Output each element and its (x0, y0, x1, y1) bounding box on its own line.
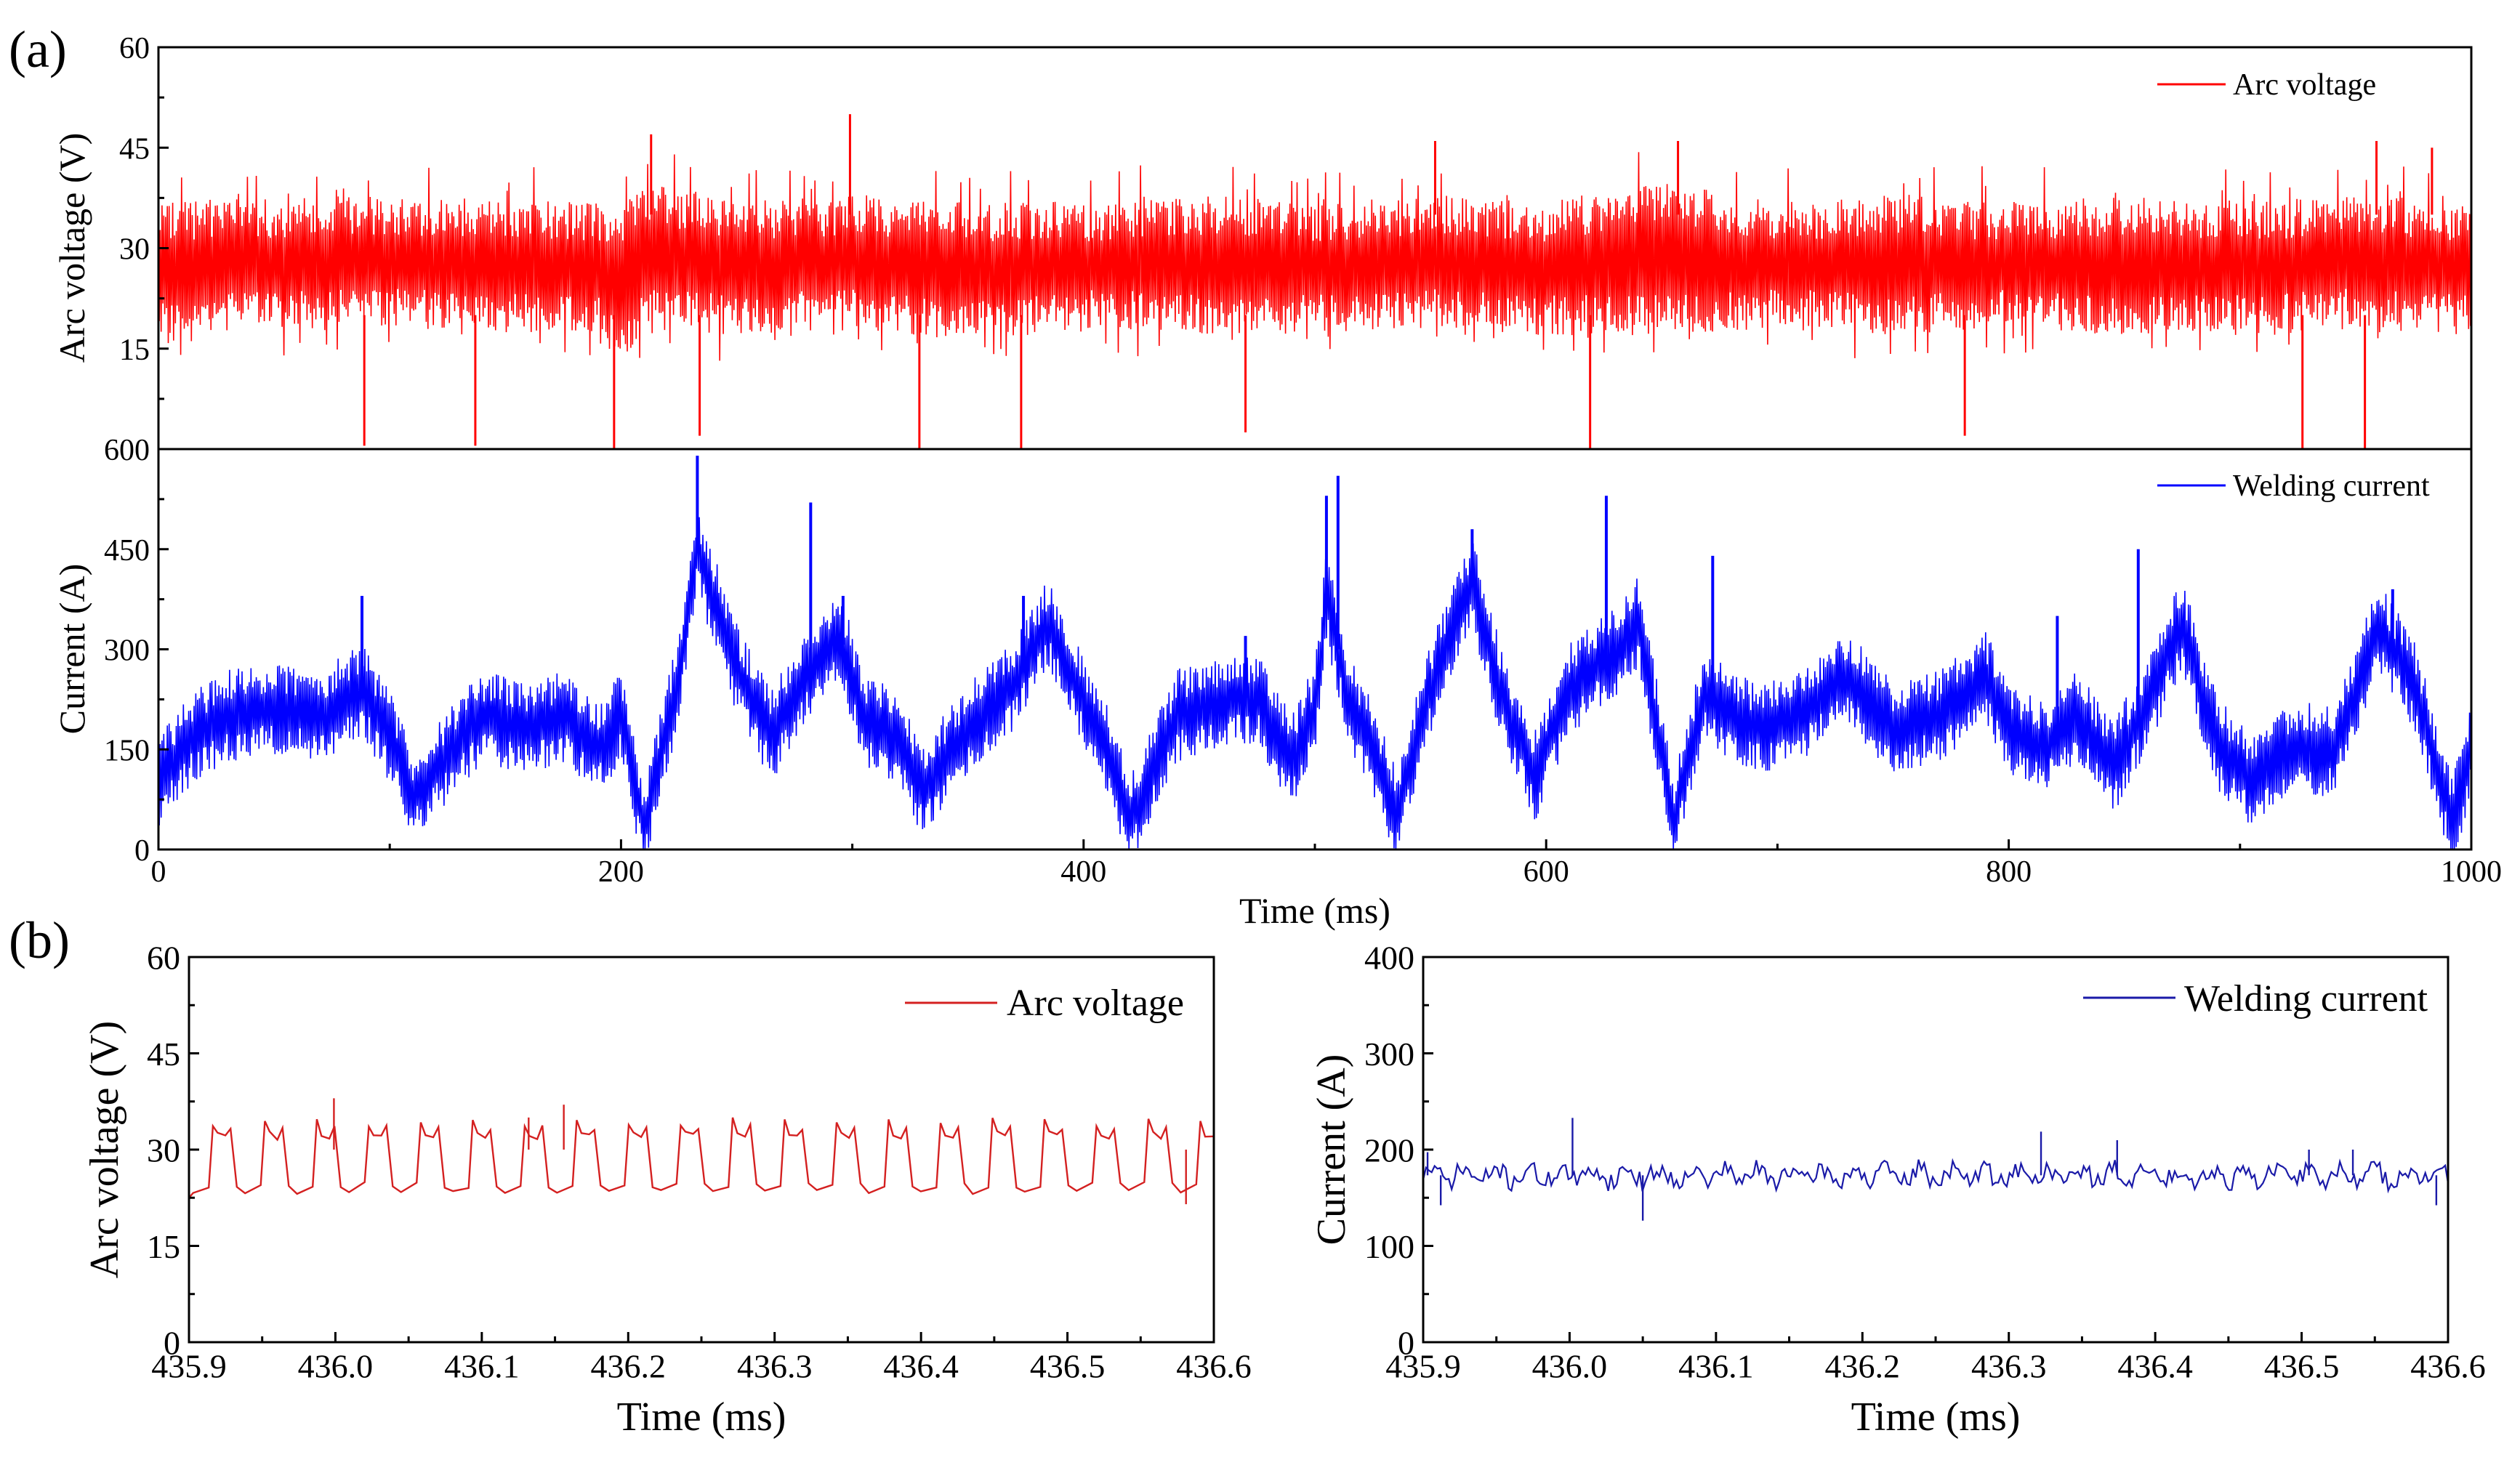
a-current-ytick-label: 0 (134, 834, 150, 868)
b-current-plot (1422, 1118, 2449, 1221)
b-current-xtick-label: 436.1 (1678, 1347, 1754, 1384)
b-current-ytick-label: 200 (1364, 1132, 1414, 1169)
b-current-xlabel: Time (ms) (1851, 1395, 2021, 1440)
b-current-xtick-label: 436.0 (1532, 1347, 1608, 1384)
a-current-xticks: 0 200 400 600 800 1000 (151, 839, 2502, 889)
a-voltage-plot (158, 114, 2472, 449)
b-voltage-ytick-label: 15 (147, 1228, 180, 1265)
b-current-xtick-label: 436.4 (2117, 1347, 2193, 1384)
b-current-ytick-label: 100 (1364, 1228, 1414, 1265)
a-voltage-ylabel: Arc voltage (V) (52, 133, 92, 363)
b-voltage-xtick-label: 436.2 (591, 1347, 667, 1384)
a-current-plot (158, 456, 2472, 850)
a-voltage-ytick-label: 30 (119, 233, 150, 267)
panel-a-label: (a) (9, 20, 67, 78)
b-current-ylabel: Current (A) (1309, 1054, 1354, 1246)
b-voltage-xlabel: Time (ms) (617, 1395, 786, 1440)
a-current-legend-label: Welding current (2233, 469, 2430, 503)
b-voltage-ytick-label: 30 (147, 1132, 180, 1169)
a-voltage-series (158, 152, 2472, 361)
b-current-yticks: 0 100 200 300 400 (1364, 940, 1433, 1362)
a-voltage-ytick-label: 60 (119, 32, 150, 65)
a-voltage-ytick-label: 45 (119, 132, 150, 166)
b-voltage-xtick-label: 436.5 (1030, 1347, 1106, 1384)
a-current-xtick-label: 200 (598, 855, 644, 889)
b-current-legend: Welding current (2083, 978, 2428, 1020)
b-current-ytick-label: 0 (1398, 1325, 1414, 1362)
a-current-xtick-label: 400 (1060, 855, 1106, 889)
a-current-ytick-label: 450 (104, 534, 150, 568)
chart-b-voltage: 0 15 30 45 60 435.9 436.0 436.1 436.2 436.3 436.4… (82, 940, 1252, 1440)
b-voltage-xticks: 435.9 436.0 436.1 436.2 436.3 436.4 436.5 436.6 (151, 1332, 1252, 1384)
a-current-xtick-label: 1000 (2441, 855, 2502, 889)
a-voltage-ytick-label: 15 (119, 334, 150, 367)
b-current-ytick-label: 300 (1364, 1036, 1414, 1073)
b-current-ytick-label: 400 (1364, 940, 1414, 977)
a-current-xlabel: Time (ms) (1239, 890, 1390, 931)
b-voltage-ytick-label: 0 (164, 1325, 180, 1362)
chart-a-current: 0 150 300 450 600 0 200 400 600 800 1000 Current … (52, 434, 2502, 931)
a-current-ytick-label: 300 (104, 634, 150, 668)
a-current-yticks: 0 150 300 450 600 (104, 434, 169, 868)
b-voltage-yticks: 0 15 30 45 60 (147, 940, 199, 1362)
b-voltage-ylabel: Arc voltage (V) (82, 1021, 127, 1279)
b-current-xtick-label: 436.2 (1825, 1347, 1901, 1384)
a-current-xtick-label: 800 (1986, 855, 2032, 889)
b-current-series (1422, 1158, 2449, 1194)
b-voltage-xtick-label: 436.0 (298, 1347, 374, 1384)
b-voltage-ytick-label: 45 (147, 1036, 180, 1073)
b-voltage-xtick-label: 436.4 (883, 1347, 959, 1384)
a-current-ytick-label: 600 (104, 434, 150, 467)
b-voltage-xtick-label: 436.1 (444, 1347, 520, 1384)
a-current-series (158, 517, 2472, 850)
b-voltage-ytick-label: 60 (147, 940, 180, 977)
b-current-xticks: 435.9 436.0 436.1 436.2 436.3 436.4 436.5 436.6 (1385, 1332, 2486, 1384)
a-current-legend: Welding current (2157, 469, 2430, 503)
b-voltage-legend: Arc voltage (905, 982, 1184, 1024)
a-voltage-legend: Arc voltage (2157, 68, 2376, 102)
b-current-xtick-label: 436.5 (2264, 1347, 2340, 1384)
b-current-xtick-label: 435.9 (1385, 1347, 1461, 1384)
panel-b-label: (b) (9, 911, 70, 969)
a-voltage-yticks: 15 30 45 60 (119, 32, 169, 451)
a-current-frame (157, 448, 2473, 851)
a-current-xtick-label: 0 (151, 855, 166, 889)
a-current-ytick-label: 150 (104, 734, 150, 767)
b-voltage-series (188, 1117, 1213, 1199)
chart-a-voltage: 15 30 45 60 Arc voltage (V) Arc voltage (52, 32, 2473, 451)
b-current-xtick-label: 436.6 (2410, 1347, 2486, 1384)
b-current-xtick-label: 436.3 (1971, 1347, 2047, 1384)
b-voltage-xtick-label: 435.9 (151, 1347, 227, 1384)
a-voltage-legend-label: Arc voltage (2233, 68, 2376, 102)
a-current-ylabel: Current (A) (52, 564, 92, 735)
a-current-xtick-label: 600 (1523, 855, 1569, 889)
b-voltage-plot (188, 1098, 1213, 1205)
b-voltage-xtick-label: 436.3 (737, 1347, 813, 1384)
b-voltage-legend-label: Arc voltage (1007, 982, 1184, 1024)
b-voltage-xtick-label: 436.6 (1176, 1347, 1252, 1384)
b-current-legend-label: Welding current (2184, 978, 2428, 1020)
